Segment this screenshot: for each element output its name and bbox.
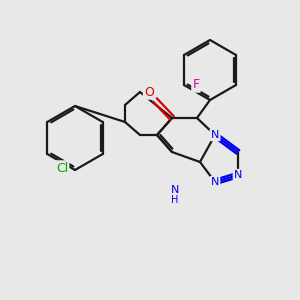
Text: N: N [234,170,242,180]
Text: O: O [144,85,154,98]
Text: N: N [211,130,219,140]
Text: N: N [171,185,179,195]
Text: N: N [211,177,219,187]
Text: Cl: Cl [56,161,68,175]
Text: N: N [211,130,219,140]
Text: F: F [193,79,200,92]
Text: H: H [171,195,179,205]
